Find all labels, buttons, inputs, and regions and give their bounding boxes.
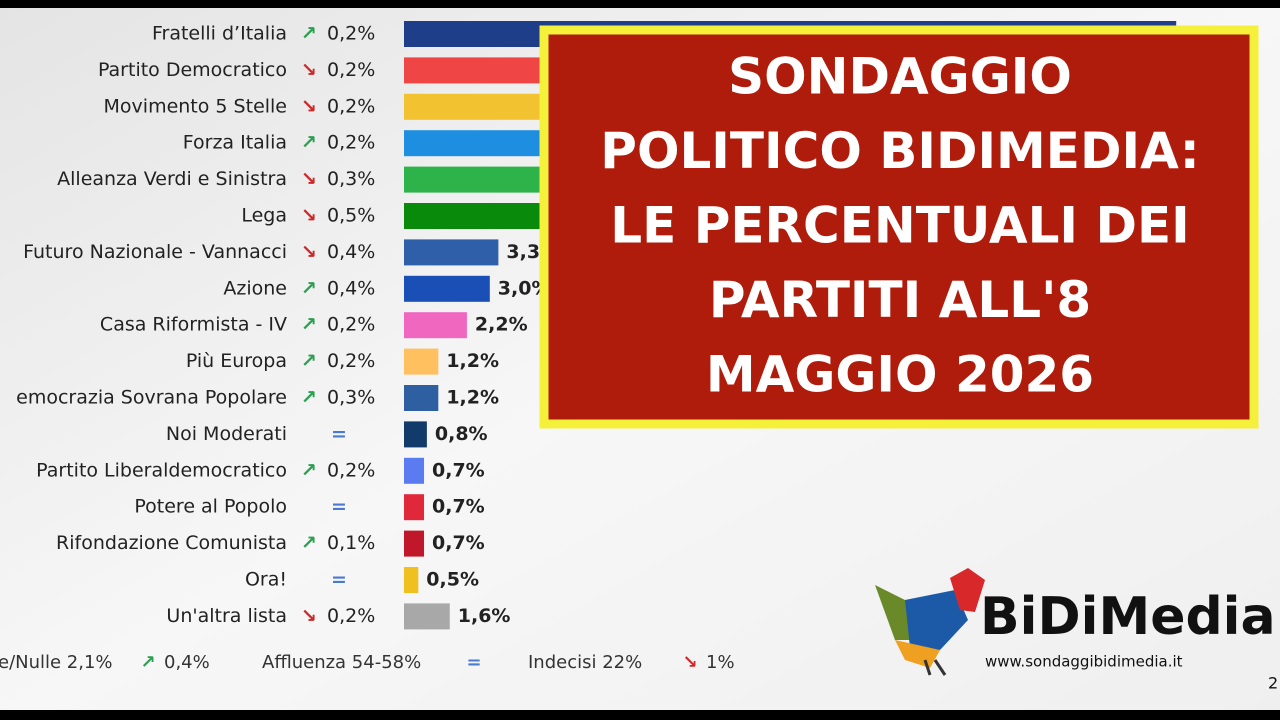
category-label: emocrazia Sovrana Popolare (16, 387, 287, 409)
category-label: Rifondazione Comunista (56, 532, 287, 554)
value-label: 2,2% (475, 314, 528, 336)
change-label: 0,2% (327, 132, 375, 154)
category-label: Noi Moderati (166, 423, 287, 445)
bar (404, 239, 499, 266)
logo-icon (875, 568, 985, 676)
category-label: Lega (241, 205, 287, 227)
value-label: 0,7% (432, 459, 485, 481)
logo-name: BiDiMedia (980, 587, 1276, 647)
trend-symbol: ↘ (301, 241, 317, 263)
bar (404, 457, 425, 484)
trend-symbol: ↗ (301, 459, 317, 481)
trend-symbol: = (331, 423, 347, 445)
category-label: Casa Riformista - IV (100, 314, 287, 336)
page-number: 2 (1268, 674, 1278, 693)
category-label: Partito Democratico (98, 59, 287, 81)
category-label: Potere al Popolo (134, 496, 287, 518)
bar (404, 275, 490, 302)
trend-symbol: ↘ (301, 205, 317, 227)
trend-symbol: = (331, 496, 347, 518)
trend-symbol: ↗ (301, 277, 317, 299)
footer-trend: ↗ (140, 652, 155, 673)
bar (404, 348, 439, 375)
trend-symbol: ↗ (301, 23, 317, 45)
bar (404, 494, 425, 521)
change-label: 0,4% (327, 277, 375, 299)
logo-url: www.sondaggibidimedia.it (985, 653, 1183, 671)
banner-line: LE PERCENTUALI DEI (610, 197, 1189, 255)
banner-line: POLITICO BIDIMEDIA: (600, 122, 1199, 180)
bar (404, 567, 419, 593)
value-label: 1,2% (446, 387, 499, 409)
footer-item: e/Nulle 2,1% (0, 652, 113, 673)
category-label: Ora! (245, 569, 287, 591)
change-label: 0,1% (327, 532, 375, 554)
change-label: 0,2% (327, 59, 375, 81)
value-label: 3,0% (498, 277, 551, 299)
change-label: 0,2% (327, 314, 375, 336)
category-label: Movimento 5 Stelle (104, 95, 287, 117)
footer-trend: = (466, 652, 481, 673)
trend-symbol: = (331, 569, 347, 591)
value-label: 1,6% (458, 605, 511, 627)
trend-symbol: ↗ (301, 132, 317, 154)
change-label: 0,2% (327, 350, 375, 372)
category-label: Un'altra lista (166, 605, 287, 627)
category-label: Futuro Nazionale - Vannacci (23, 241, 287, 263)
trend-symbol: ↗ (301, 314, 317, 336)
value-label: 0,5% (426, 569, 479, 591)
footer: e/Nulle 2,1% ↗ 0,4% Affluenza 54-58% = Indeci… (0, 652, 735, 673)
change-label: 0,4% (327, 241, 375, 263)
change-label: 0,2% (327, 605, 375, 627)
category-label: Partito Liberaldemocratico (36, 459, 287, 481)
value-label: 0,8% (435, 423, 488, 445)
bar (404, 421, 427, 448)
bar (404, 312, 467, 339)
value-label: 0,7% (432, 532, 485, 554)
change-label: 0,3% (327, 387, 375, 409)
footer-change: 0,4% (164, 652, 210, 673)
change-label: 0,3% (327, 168, 375, 190)
bar (404, 530, 425, 557)
bar (404, 603, 450, 630)
trend-symbol: ↗ (301, 532, 317, 554)
category-label: Più Europa (186, 350, 287, 372)
trend-symbol: ↗ (301, 350, 317, 372)
footer-change: 1% (706, 652, 735, 673)
trend-symbol: ↗ (301, 387, 317, 409)
top-strip (0, 0, 1280, 8)
change-label: 0,2% (327, 459, 375, 481)
value-label: 1,2% (446, 350, 499, 372)
value-label: 0,7% (432, 496, 485, 518)
category-label: Fratelli d’Italia (152, 23, 287, 45)
category-label: Azione (223, 277, 287, 299)
bottom-strip (0, 710, 1280, 720)
banner-text: SONDAGGIO POLITICO BIDIMEDIA: LE PERCENTUA… (600, 48, 1199, 404)
trend-symbol: ↘ (301, 605, 317, 627)
banner (539, 25, 1259, 429)
banner-line: PARTITI ALL'8 (709, 271, 1091, 329)
category-label: Alleanza Verdi e Sinistra (57, 168, 287, 190)
trend-symbol: ↘ (301, 59, 317, 81)
footer-item: Indecisi 22% (528, 652, 642, 673)
change-label: 0,2% (327, 23, 375, 45)
banner-line: MAGGIO 2026 (706, 346, 1094, 404)
bar (404, 385, 439, 411)
banner-line: SONDAGGIO (728, 48, 1072, 106)
change-label: 0,5% (327, 205, 375, 227)
trend-symbol: ↘ (301, 95, 317, 117)
footer-item: Affluenza 54-58% (262, 652, 421, 673)
change-label: 0,2% (327, 95, 375, 117)
category-label: Forza Italia (183, 132, 287, 154)
trend-symbol: ↘ (301, 168, 317, 190)
footer-trend: ↘ (682, 652, 697, 673)
